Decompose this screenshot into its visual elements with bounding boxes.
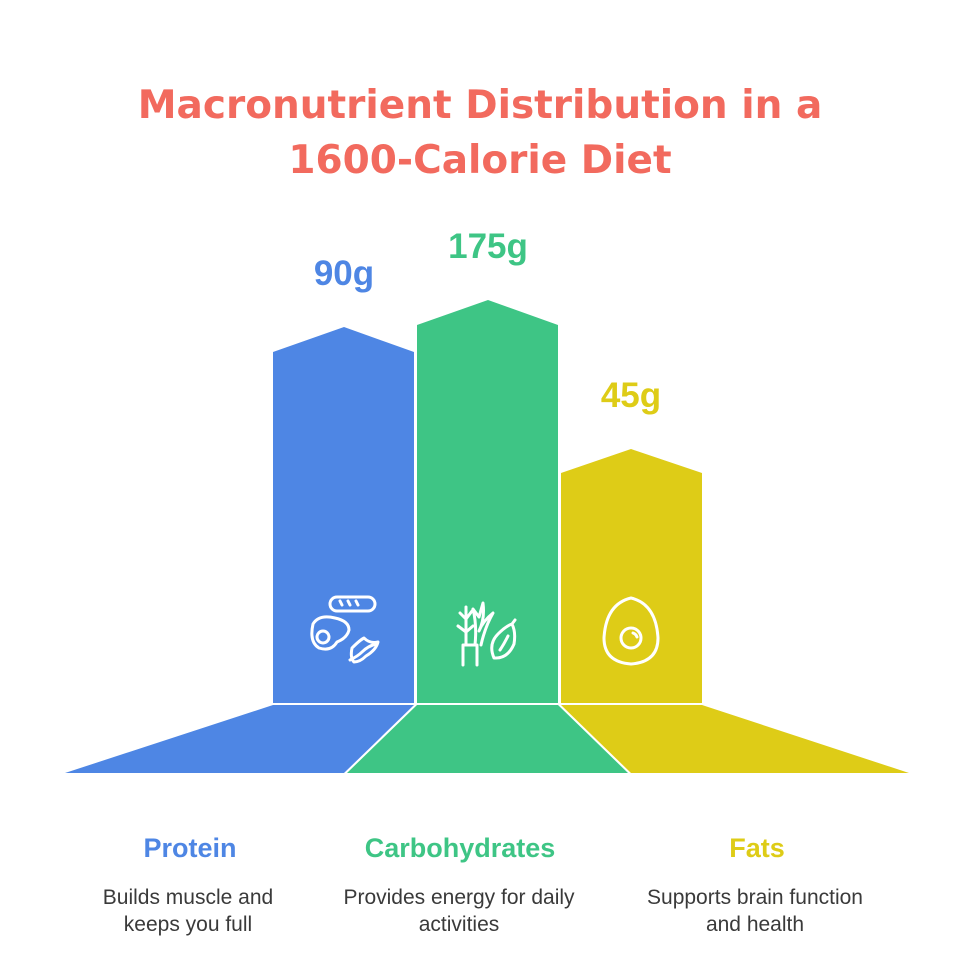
title-line-2: 1600-Calorie Diet (288, 138, 671, 183)
carbs-desc-2: activities (419, 913, 500, 936)
avocado-icon (602, 596, 660, 666)
carbs-bar (417, 300, 558, 703)
protein-desc-1: Builds muscle and (103, 886, 273, 909)
protein-desc-2: keeps you full (124, 913, 252, 936)
fats-desc-1: Supports brain function (647, 886, 863, 909)
carbs-base (347, 705, 628, 773)
protein-value: 90g (314, 254, 374, 293)
carbs-desc-1: Provides energy for daily (343, 886, 575, 909)
fats-desc-2: and health (706, 913, 804, 936)
carbs-label: Carbohydrates (365, 833, 556, 863)
fats-base (561, 705, 909, 773)
protein-label: Protein (143, 833, 236, 863)
protein-bar (273, 327, 414, 703)
fats-bar (561, 449, 702, 703)
fats-value: 45g (601, 376, 661, 415)
egg-bread-bacon-icon (310, 595, 380, 664)
plants-lemon-icon (456, 601, 517, 667)
title-line-1: Macronutrient Distribution in a (138, 83, 823, 128)
fats-label: Fats (729, 833, 785, 863)
protein-base (65, 705, 414, 773)
carbs-value: 175g (448, 227, 528, 266)
